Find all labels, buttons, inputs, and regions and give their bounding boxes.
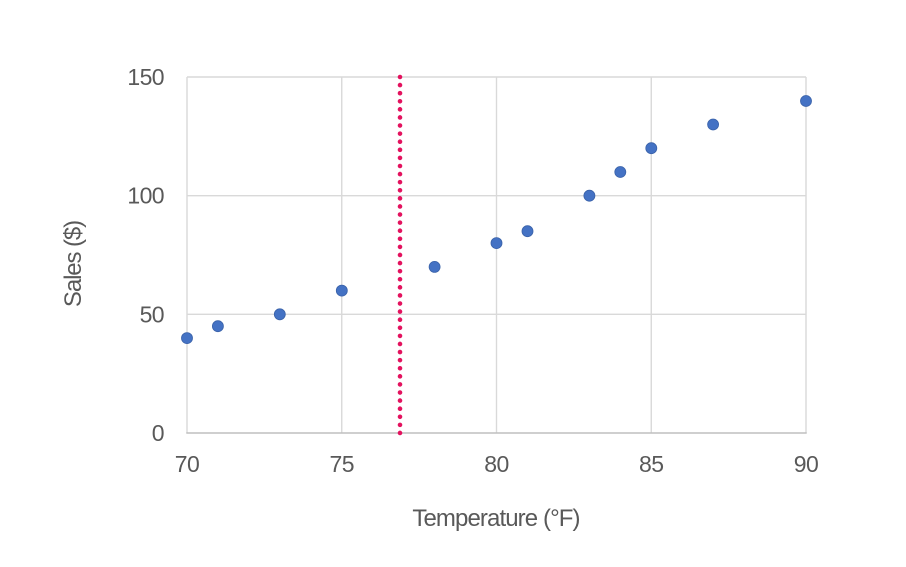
svg-text:85: 85 <box>639 451 663 477</box>
svg-text:150: 150 <box>127 64 164 90</box>
svg-text:Temperature (°F): Temperature (°F) <box>412 505 579 532</box>
svg-text:75: 75 <box>330 451 354 477</box>
svg-text:Sales ($): Sales ($) <box>60 221 87 307</box>
svg-text:90: 90 <box>794 451 818 477</box>
svg-text:100: 100 <box>127 183 164 209</box>
svg-text:70: 70 <box>175 451 199 477</box>
svg-text:80: 80 <box>484 451 508 477</box>
svg-text:50: 50 <box>140 301 164 327</box>
svg-text:0: 0 <box>152 420 164 446</box>
